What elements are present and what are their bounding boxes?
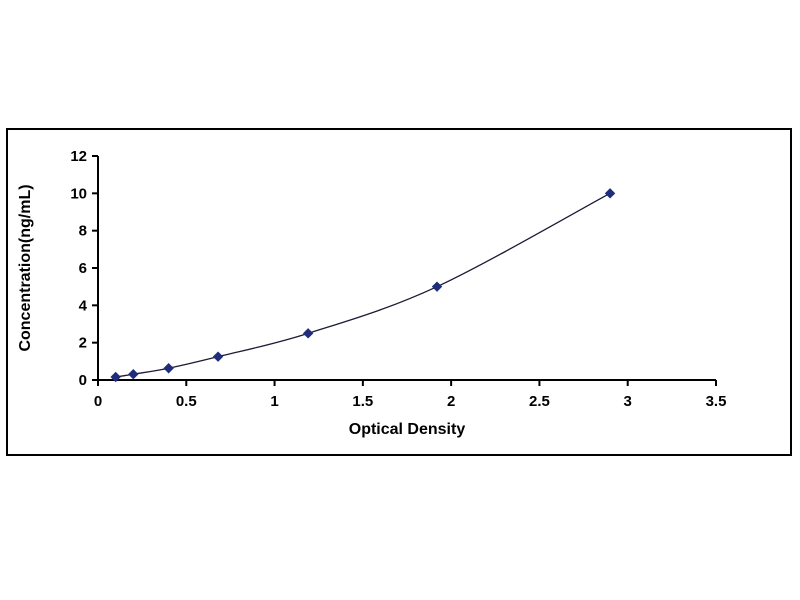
x-tick-label: 1 bbox=[270, 393, 278, 410]
y-tick-label: 2 bbox=[79, 335, 87, 352]
x-tick-label: 1.5 bbox=[352, 393, 373, 410]
y-tick-label: 8 bbox=[79, 223, 87, 240]
data-point-marker bbox=[110, 371, 121, 383]
data-point-marker bbox=[604, 188, 616, 199]
y-tick-label: 10 bbox=[70, 185, 87, 202]
standard-curve-chart: 0 0.5 1 1.5 2 2.5 3 3.5 0 2 4 6 8 10 12 Optical Densit… bbox=[6, 128, 792, 456]
axes: 0 0.5 1 1.5 2 2.5 3 3.5 0 2 4 6 8 10 12 bbox=[70, 148, 726, 410]
x-tick-label: 2.5 bbox=[529, 393, 550, 410]
data-point-marker bbox=[302, 328, 314, 339]
y-axis-title: Concentration(ng/mL) bbox=[17, 184, 34, 351]
data-point-marker bbox=[212, 351, 224, 362]
x-tick-label: 0.5 bbox=[176, 393, 197, 410]
chart-plot-area: 0 0.5 1 1.5 2 2.5 3 3.5 0 2 4 6 8 10 12 Optical Densit… bbox=[17, 148, 726, 438]
y-tick-label: 12 bbox=[70, 148, 87, 165]
data-point-marker bbox=[128, 369, 139, 380]
y-tick-label: 0 bbox=[79, 372, 87, 389]
data-point-marker bbox=[163, 363, 174, 374]
y-tick-label: 6 bbox=[79, 260, 87, 277]
data-point-marker bbox=[431, 281, 443, 292]
x-tick-label: 2 bbox=[447, 393, 455, 410]
y-tick-label: 4 bbox=[79, 297, 88, 314]
x-axis-title: Optical Density bbox=[349, 421, 466, 438]
x-tick-label: 0 bbox=[94, 393, 102, 410]
x-tick-label: 3.5 bbox=[706, 393, 727, 410]
curve-line bbox=[115, 192, 611, 378]
data-series bbox=[110, 188, 616, 383]
x-tick-label: 3 bbox=[624, 393, 632, 410]
